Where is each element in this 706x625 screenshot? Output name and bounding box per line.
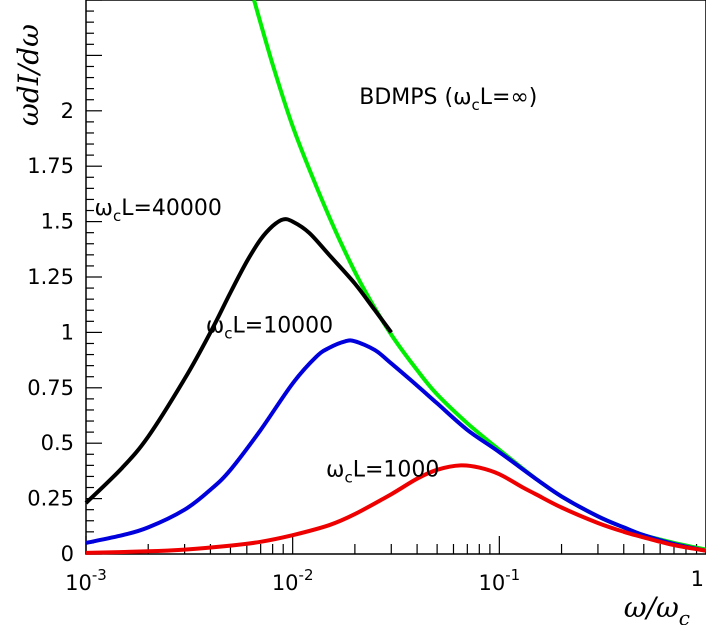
y-tick-label: 0.75 xyxy=(27,376,74,400)
curve-annotation-0: BDMPS (ωcL=∞) xyxy=(359,85,537,114)
x-tick-labels: 10-3 10-2 10-1 1 xyxy=(65,566,704,595)
curve-line-2 xyxy=(85,338,706,553)
y-tick-label: 1 xyxy=(61,320,74,344)
y-tick-labels: 0 0.25 0.5 0.75 1 1.25 1.5 1.75 2 xyxy=(27,99,74,566)
axis-ticks xyxy=(85,0,698,555)
y-tick-label: 0.5 xyxy=(41,431,74,455)
curve-annotation-1: ωcL=40000 xyxy=(95,196,222,225)
y-tick-label: 0 xyxy=(61,542,74,566)
curve-line-1 xyxy=(84,217,393,505)
x-tick-label: 10-1 xyxy=(478,566,520,595)
y-axis-title: ωdI/dω xyxy=(12,24,45,126)
y-tick-label: 1.5 xyxy=(41,210,74,234)
curve-annotation-2: ωcL=10000 xyxy=(206,313,333,342)
curve-line-3 xyxy=(85,463,706,555)
x-axis-title: ω/ωc xyxy=(624,591,690,625)
x-tick-label: 10-3 xyxy=(65,566,107,595)
curve-annotations: BDMPS (ωcL=∞) ωcL=40000 ωcL=10000 ωcL=1000 xyxy=(95,85,538,486)
y-tick-label: 1.75 xyxy=(27,154,74,178)
y-tick-label: 2 xyxy=(61,99,74,123)
y-tick-label: 1.25 xyxy=(27,265,74,289)
x-tick-label: 1 xyxy=(691,567,704,591)
x-tick-label: 10-2 xyxy=(272,566,314,595)
curves xyxy=(84,0,706,555)
y-tick-label: 0.25 xyxy=(27,487,74,511)
curve-annotation-3: ωcL=1000 xyxy=(326,457,439,486)
